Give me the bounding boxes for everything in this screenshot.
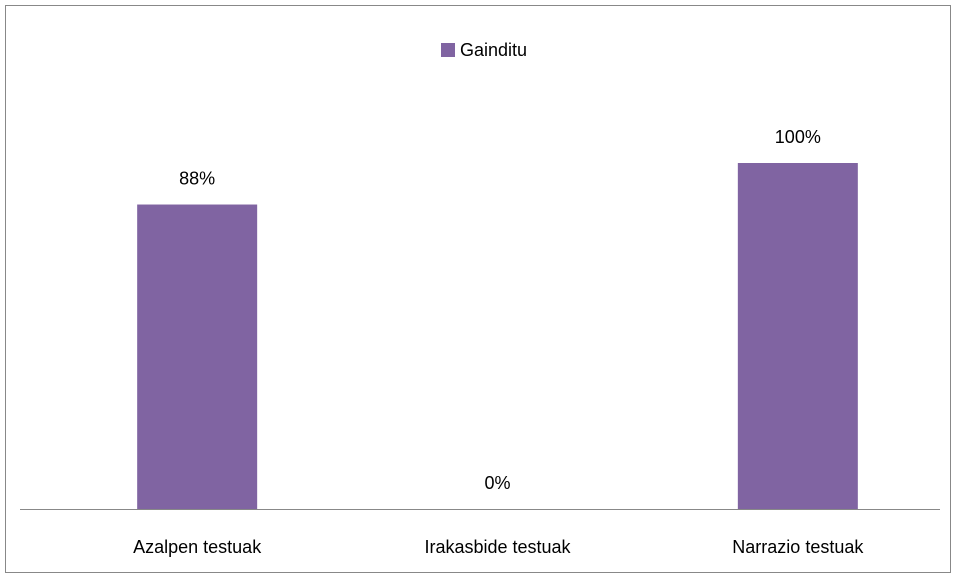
x-tick-label: Narrazio testuak — [732, 537, 864, 557]
x-tick-label: Irakasbide testuak — [424, 537, 571, 557]
value-label: 100% — [775, 127, 821, 147]
legend-swatch — [441, 43, 455, 57]
bar — [137, 204, 258, 509]
value-label: 0% — [484, 473, 510, 493]
bar — [737, 163, 858, 509]
value-label: 88% — [179, 168, 215, 188]
legend-label: Gainditu — [460, 40, 527, 60]
x-tick-label: Azalpen testuak — [133, 537, 262, 557]
